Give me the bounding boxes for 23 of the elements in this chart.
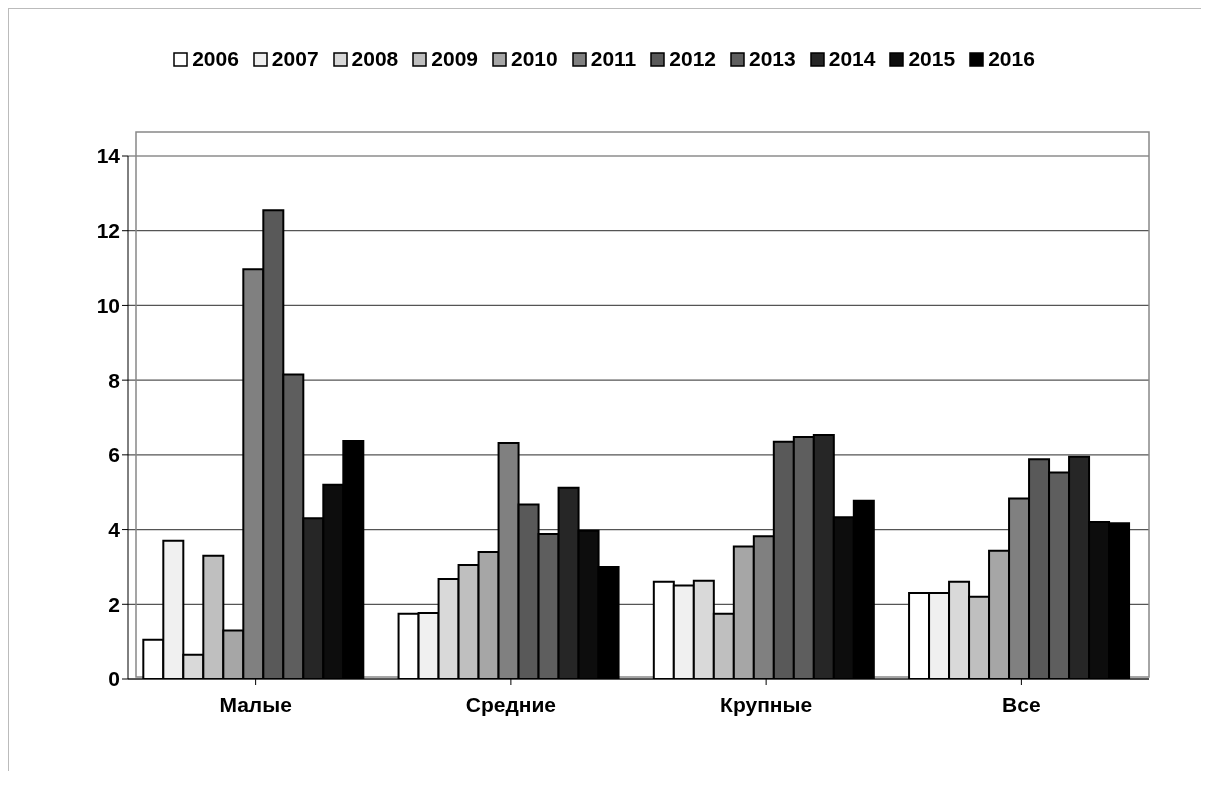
legend-label: 2013 bbox=[749, 47, 796, 71]
x-tick-label: Крупные bbox=[720, 692, 813, 716]
legend-label: 2009 bbox=[431, 47, 478, 71]
y-tick-label: 8 bbox=[108, 368, 121, 392]
legend-label: 2007 bbox=[271, 47, 319, 71]
x-tick-label: Все bbox=[1002, 692, 1041, 716]
y-tick-label: 10 bbox=[96, 293, 120, 317]
y-tick-label: 14 bbox=[96, 144, 121, 168]
y-tick-label: 0 bbox=[108, 667, 120, 691]
legend-label: 2008 bbox=[351, 47, 399, 71]
y-tick-label: 12 bbox=[96, 219, 120, 243]
legend-label: 2012 bbox=[669, 47, 716, 71]
legend-label: 2014 bbox=[828, 47, 876, 71]
y-tick-label: 4 bbox=[108, 518, 121, 542]
legend-label: 2015 bbox=[908, 47, 956, 71]
x-tick-label: Средние bbox=[465, 692, 557, 716]
y-tick-label: 6 bbox=[108, 443, 120, 467]
legend-label: 2016 bbox=[988, 47, 1035, 71]
x-tick-label: Малые bbox=[219, 692, 292, 716]
legend-label: 2010 bbox=[511, 47, 558, 71]
legend-label: 2011 bbox=[590, 47, 637, 71]
y-tick-label: 2 bbox=[108, 592, 120, 616]
legend-label: 2006 bbox=[192, 47, 239, 71]
